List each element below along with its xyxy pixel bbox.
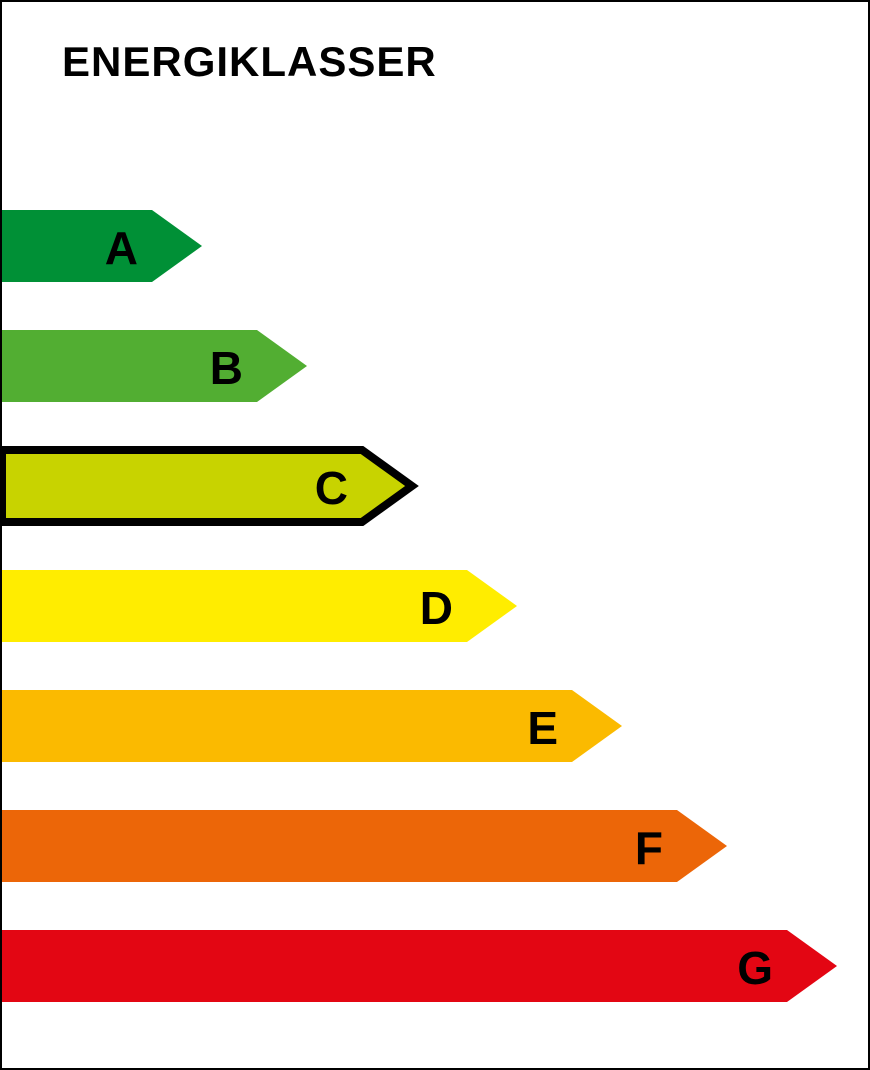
energy-class-label-b: B xyxy=(210,342,243,394)
energy-class-label-e: E xyxy=(527,702,558,754)
energy-label-frame: ENERGIKLASSER A B C D E F G xyxy=(0,0,870,1070)
page-title: ENERGIKLASSER xyxy=(62,38,437,86)
energy-class-label-f: F xyxy=(635,822,663,874)
energy-class-label-c: C xyxy=(315,462,348,514)
energy-class-row-f: F xyxy=(2,810,727,882)
energy-class-row-c: C xyxy=(2,450,412,522)
energy-arrow-b xyxy=(2,330,307,402)
energy-arrow-f xyxy=(2,810,727,882)
energy-class-label-d: D xyxy=(420,582,453,634)
energy-arrow-c xyxy=(2,450,412,522)
energy-class-row-d: D xyxy=(2,570,517,642)
energy-bars-chart: A B C D E F G xyxy=(2,202,870,1014)
energy-class-row-e: E xyxy=(2,690,622,762)
energy-arrow-g xyxy=(2,930,837,1002)
energy-class-row-a: A xyxy=(2,210,202,282)
energy-class-row-b: B xyxy=(2,330,307,402)
energy-arrow-a xyxy=(2,210,202,282)
energy-class-label-g: G xyxy=(737,942,773,994)
energy-class-row-g: G xyxy=(2,930,837,1002)
energy-class-label-a: A xyxy=(105,222,138,274)
